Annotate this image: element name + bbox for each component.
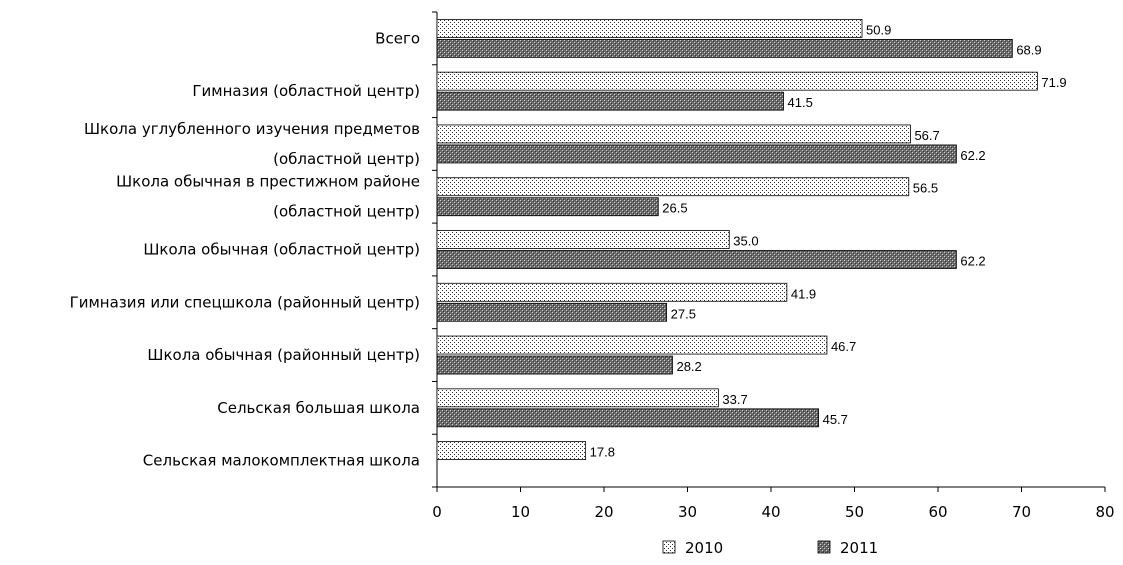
data-label-2011: 41.5 (788, 95, 813, 110)
legend: 2010 2011 (662, 539, 878, 557)
data-label-2010: 50.9 (866, 22, 891, 37)
bar-2010 (436, 388, 719, 408)
x-tick-label: 20 (594, 503, 613, 521)
data-label-2011: 62.2 (960, 254, 985, 269)
data-label-2010: 71.9 (1041, 75, 1066, 90)
data-label-2011: 27.5 (671, 306, 696, 321)
data-label-2010: 35.0 (733, 234, 758, 249)
legend-label-2011: 2011 (840, 539, 878, 557)
x-tick-label: 60 (928, 503, 947, 521)
bar-2011 (436, 197, 659, 217)
x-tick-label: 80 (1095, 503, 1114, 521)
category-label: Сельская малокомплектная школа (143, 452, 420, 470)
category-label: Школа обычная (областной центр) (143, 241, 420, 259)
data-label-2010: 17.8 (590, 445, 615, 460)
data-label-2010: 33.7 (722, 392, 747, 407)
bar-2011 (436, 91, 784, 111)
category-label: (областной центр) (273, 150, 420, 168)
data-label-2011: 68.9 (1016, 42, 1041, 57)
category-label: Гимназия или спецшкола (районный центр) (70, 293, 420, 311)
data-label-2010: 56.5 (913, 181, 938, 196)
data-label-2011: 45.7 (823, 412, 848, 427)
data-label-2010: 56.7 (914, 128, 939, 143)
bar-2011 (436, 250, 957, 269)
category-label: Школа обычная (районный центр) (147, 346, 420, 364)
bar-2010 (436, 124, 911, 144)
legend-swatch-2011 (817, 540, 831, 554)
legend-label-2010: 2010 (685, 539, 723, 557)
x-tick-label: 40 (761, 503, 780, 521)
bar-2010 (436, 282, 788, 302)
bar-2010 (436, 441, 587, 461)
data-label-2010: 46.7 (831, 339, 856, 354)
bar-2010 (436, 18, 863, 38)
category-label: (областной центр) (273, 203, 420, 221)
category-label: Школа обычная в престижном районе (116, 173, 420, 191)
x-tick-label: 10 (511, 503, 530, 521)
data-label-2011: 26.5 (662, 201, 687, 216)
data-label-2011: 62.2 (960, 148, 985, 163)
legend-swatch-2010 (662, 540, 676, 554)
category-label: Школа углубленного изучения предметов (84, 120, 420, 138)
x-tick-label: 50 (845, 503, 864, 521)
bar-2011 (436, 38, 1013, 58)
bar-2010 (436, 177, 910, 197)
x-tick-label: 0 (432, 503, 442, 521)
data-label-2010: 41.9 (791, 286, 816, 301)
x-tick-label: 70 (1012, 503, 1031, 521)
category-label: Гимназия (областной центр) (192, 82, 420, 100)
bar-2010 (436, 71, 1038, 91)
category-label: Сельская большая школа (217, 399, 420, 417)
bar-2011 (436, 144, 957, 164)
data-label-2011: 28.2 (676, 359, 701, 374)
bar-2011 (436, 355, 673, 375)
bar-2010 (436, 230, 730, 249)
category-label: Всего (375, 29, 420, 47)
bar-2011 (436, 408, 819, 428)
bar-2010 (436, 335, 828, 355)
x-tick-label: 30 (678, 503, 697, 521)
bar-2011 (436, 302, 668, 322)
plot-area: 0 10 20 30 40 50 60 70 80 Всего 50.9 68.9 Гимназия (… (70, 11, 1115, 521)
